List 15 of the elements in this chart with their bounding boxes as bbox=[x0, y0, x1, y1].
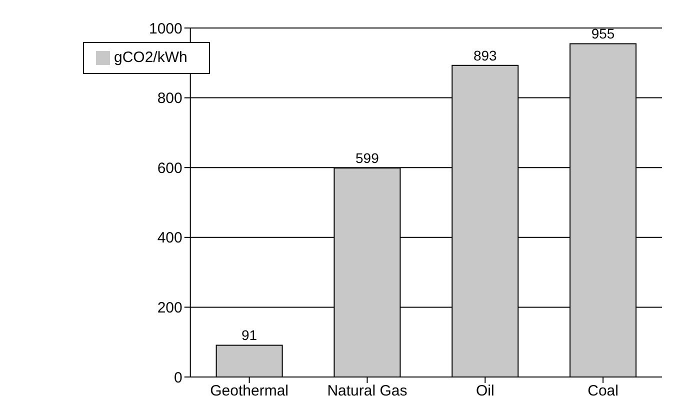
y-tick-label: 200 bbox=[157, 300, 182, 317]
y-tick-label: 0 bbox=[174, 369, 182, 386]
y-tick-label: 800 bbox=[157, 90, 182, 108]
x-tick-label: Oil bbox=[476, 382, 494, 400]
data-label: 599 bbox=[356, 150, 380, 166]
legend-label: gCO2/kWh bbox=[114, 49, 188, 66]
data-label: 91 bbox=[242, 327, 258, 344]
y-tick-label: 600 bbox=[157, 160, 182, 177]
y-tick-label: 400 bbox=[157, 230, 182, 247]
data-label: 893 bbox=[473, 47, 498, 64]
x-tick-label: Coal bbox=[588, 382, 618, 400]
x-tick-label: Natural Gas bbox=[327, 382, 408, 400]
data-label: 955 bbox=[591, 26, 615, 42]
y-tick-label: 1000 bbox=[148, 20, 182, 38]
x-tick-label: Geothermal bbox=[210, 382, 288, 400]
